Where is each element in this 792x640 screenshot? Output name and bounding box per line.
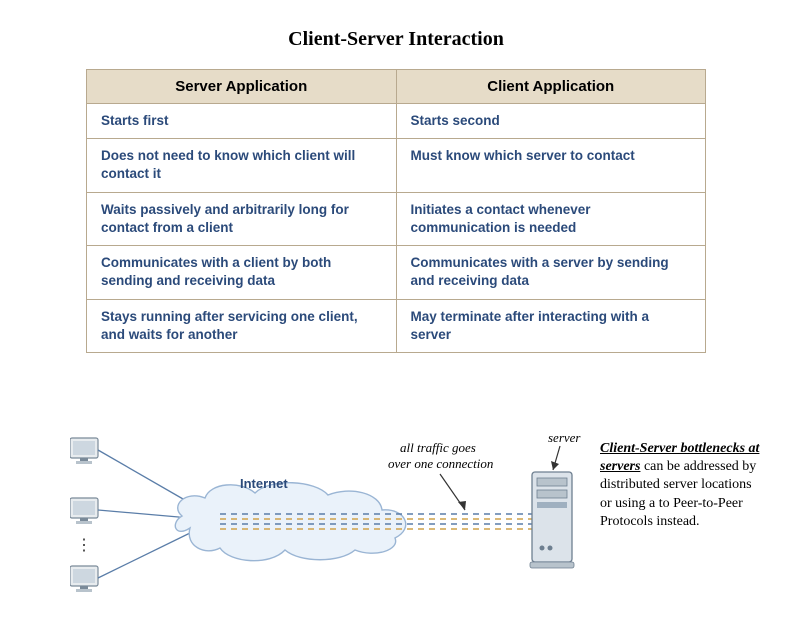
connection-line (98, 450, 190, 503)
table-row: Does not need to know which client will … (87, 139, 706, 192)
table-row: Starts first Starts second (87, 104, 706, 139)
cell-server-2: Waits passively and arbitrarily long for… (87, 192, 397, 245)
client-monitor-icon (70, 498, 98, 524)
table-row: Stays running after servicing one client… (87, 299, 706, 352)
comparison-table: Server Application Client Application St… (86, 69, 706, 353)
connection-line (98, 533, 190, 578)
server-label: server (548, 430, 581, 445)
cell-server-1: Does not need to know which client will … (87, 139, 397, 192)
network-diagram: ⋮ Internet all traffic goes over one con… (70, 428, 590, 618)
cell-client-3: Communicates with a server by sending an… (396, 246, 706, 299)
client-monitor-icon (70, 566, 98, 592)
table-header-server: Server Application (87, 70, 397, 104)
table-header-client: Client Application (396, 70, 706, 104)
side-note: Client-Server bottlenecks at servers can… (600, 440, 765, 531)
arrow-head-icon (458, 501, 466, 510)
table-row: Waits passively and arbitrarily long for… (87, 192, 706, 245)
connection-line (98, 510, 190, 518)
cell-client-2: Initiates a contact whenever communicati… (396, 192, 706, 245)
ellipsis-icon: ⋮ (76, 537, 92, 554)
internet-cloud-icon (175, 483, 405, 561)
cell-server-3: Communicates with a client by both sendi… (87, 246, 397, 299)
client-monitor-icon (70, 438, 98, 464)
cell-server-4: Stays running after servicing one client… (87, 299, 397, 352)
server-icon (530, 472, 574, 568)
cell-server-0: Starts first (87, 104, 397, 139)
cell-client-4: May terminate after interacting with a s… (396, 299, 706, 352)
traffic-label-1: all traffic goes (400, 440, 476, 455)
traffic-label-2: over one connection (388, 456, 493, 471)
cell-client-0: Starts second (396, 104, 706, 139)
page-title: Client-Server Interaction (0, 28, 792, 51)
table-row: Communicates with a client by both sendi… (87, 246, 706, 299)
internet-label: Internet (240, 476, 288, 491)
cell-client-1: Must know which server to contact (396, 139, 706, 192)
